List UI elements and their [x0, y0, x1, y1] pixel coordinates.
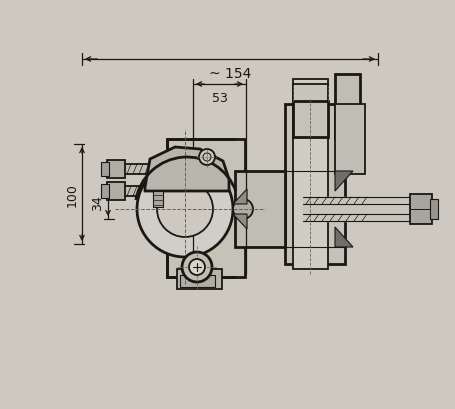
Bar [180, 275, 215, 287]
Text: 100: 100 [66, 182, 79, 207]
Bar [335, 75, 360, 139]
Bar [153, 191, 163, 207]
Bar [167, 139, 245, 277]
Bar [285, 105, 345, 264]
Bar [101, 163, 109, 177]
Polygon shape [173, 154, 189, 207]
Circle shape [189, 259, 205, 275]
Text: 53: 53 [212, 91, 228, 104]
Polygon shape [145, 148, 229, 191]
Bar [410, 195, 432, 225]
Bar [293, 85, 328, 110]
Polygon shape [335, 227, 353, 247]
Circle shape [233, 200, 253, 220]
Circle shape [182, 252, 212, 282]
Bar [430, 200, 438, 220]
Bar [293, 80, 328, 270]
Polygon shape [335, 172, 353, 191]
Circle shape [137, 162, 233, 257]
Bar [101, 184, 109, 198]
Bar [177, 270, 222, 289]
Polygon shape [233, 214, 247, 229]
Circle shape [157, 182, 213, 237]
Polygon shape [233, 189, 247, 204]
Text: ~ 154: ~ 154 [209, 67, 251, 81]
Circle shape [199, 150, 215, 166]
Bar [107, 161, 125, 179]
Bar [235, 172, 285, 247]
Bar [335, 105, 365, 175]
Text: 34: 34 [91, 195, 105, 210]
Bar [293, 102, 328, 138]
Bar [107, 182, 125, 200]
